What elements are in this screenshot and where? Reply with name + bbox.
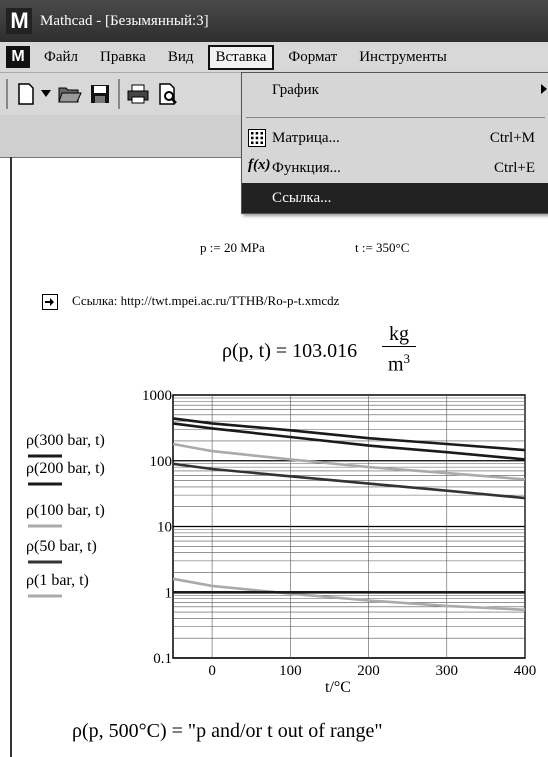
series-line-0 [172, 417, 526, 452]
new-document-icon[interactable] [14, 82, 38, 106]
legend-label: ρ(100 bar, t) [26, 502, 105, 519]
worksheet-left-border [10, 157, 12, 757]
menu-item-function[interactable]: f(x) Функция... Ctrl+E [242, 153, 548, 183]
menu-bar: M Файл Правка Вид Вставка Формат Инструм… [0, 42, 548, 72]
menu-shortcut: Ctrl+E [494, 159, 535, 176]
print-icon[interactable] [126, 82, 150, 106]
reference-label[interactable]: Ссылка: http://twt.mpei.ac.ru/TTHB/Ro-p-… [72, 293, 340, 308]
mathcad-logo-icon: M [6, 8, 32, 34]
density-result[interactable]: ρ(p, t) = 103.016 [222, 340, 357, 363]
legend-label: ρ(50 bar, t) [26, 538, 97, 555]
legend-label: ρ(300 bar, t) [26, 432, 105, 449]
definition-t[interactable]: t := 350°C [355, 240, 410, 255]
dropdown-arrow-icon[interactable] [40, 82, 52, 106]
menu-tools[interactable]: Инструменты [359, 48, 447, 65]
menu-format[interactable]: Формат [288, 48, 338, 65]
x-axis-label: t/°C [325, 679, 351, 696]
x-tick-label: 0 [208, 663, 216, 679]
menu-separator [246, 117, 545, 118]
y-tick-label: 0.1 [153, 651, 172, 667]
menu-insert[interactable]: Вставка [207, 44, 275, 70]
x-tick-label: 300 [436, 663, 459, 679]
menu-file[interactable]: Файл [44, 48, 79, 65]
series-line-3 [172, 462, 526, 500]
density-unit: kg m3 [382, 322, 416, 377]
print-preview-icon[interactable] [156, 82, 180, 106]
legend-label: ρ(200 bar, t) [26, 460, 105, 477]
menu-item-reference[interactable]: Ссылка... [242, 183, 548, 213]
x-tick-label: 400 [514, 663, 537, 679]
legend-label: ρ(1 bar, t) [26, 572, 89, 589]
x-tick-label: 100 [279, 663, 302, 679]
density-expression: ρ(p, t) = 103.016 [222, 340, 358, 362]
open-folder-icon[interactable] [58, 82, 82, 106]
x-tick-label: 200 [357, 663, 380, 679]
y-tick-label: 100 [150, 454, 173, 470]
y-tick-label: 1000 [142, 388, 172, 404]
menu-item-matrix[interactable]: Матрица... Ctrl+M [242, 123, 548, 153]
definition-p[interactable]: p := 20 MPa [200, 240, 265, 255]
y-tick-label: 1 [165, 585, 173, 601]
insert-menu: График Матрица... Ctrl+M f(x) Функция...… [241, 72, 548, 214]
menu-item-graph[interactable]: График [242, 75, 548, 105]
series-line-4 [172, 577, 526, 612]
menu-view[interactable]: Вид [167, 48, 194, 65]
unit-numerator: kg [382, 322, 416, 347]
menu-item-label: Ссылка... [272, 189, 332, 206]
menu-shortcut: Ctrl+M [489, 129, 535, 146]
title-bar: M Mathcad - [Безымянный:3] [0, 0, 548, 42]
unit-denominator: m [387, 353, 404, 376]
matrix-icon [248, 129, 266, 147]
save-icon[interactable] [88, 82, 112, 106]
series-line-1 [172, 422, 526, 461]
menu-item-label: График [272, 81, 319, 98]
chart-legend: ρ(300 bar, t) ρ(200 bar, t) ρ(100 bar, t) ρ… [26, 432, 105, 598]
function-icon: f(x) [248, 157, 271, 173]
out-of-range-result[interactable]: ρ(p, 500°C) = "p and/or t out of range" [72, 720, 383, 742]
hyperlink-icon[interactable] [42, 294, 58, 310]
menu-item-label: Функция... [272, 159, 341, 176]
window-title: Mathcad - [Безымянный:3] [40, 12, 209, 29]
menu-item-label: Матрица... [272, 129, 340, 146]
chart-ticks: 0 100 200 300 400 0.1 1 10 100 1000 [142, 388, 536, 679]
submenu-arrow-icon [541, 82, 547, 99]
menu-edit[interactable]: Правка [100, 48, 146, 65]
chart-series [172, 417, 526, 612]
y-tick-label: 10 [157, 520, 172, 536]
series-line-2 [172, 442, 526, 481]
unit-exponent: 3 [403, 351, 411, 366]
mathcad-logo-icon[interactable]: M [6, 46, 30, 68]
